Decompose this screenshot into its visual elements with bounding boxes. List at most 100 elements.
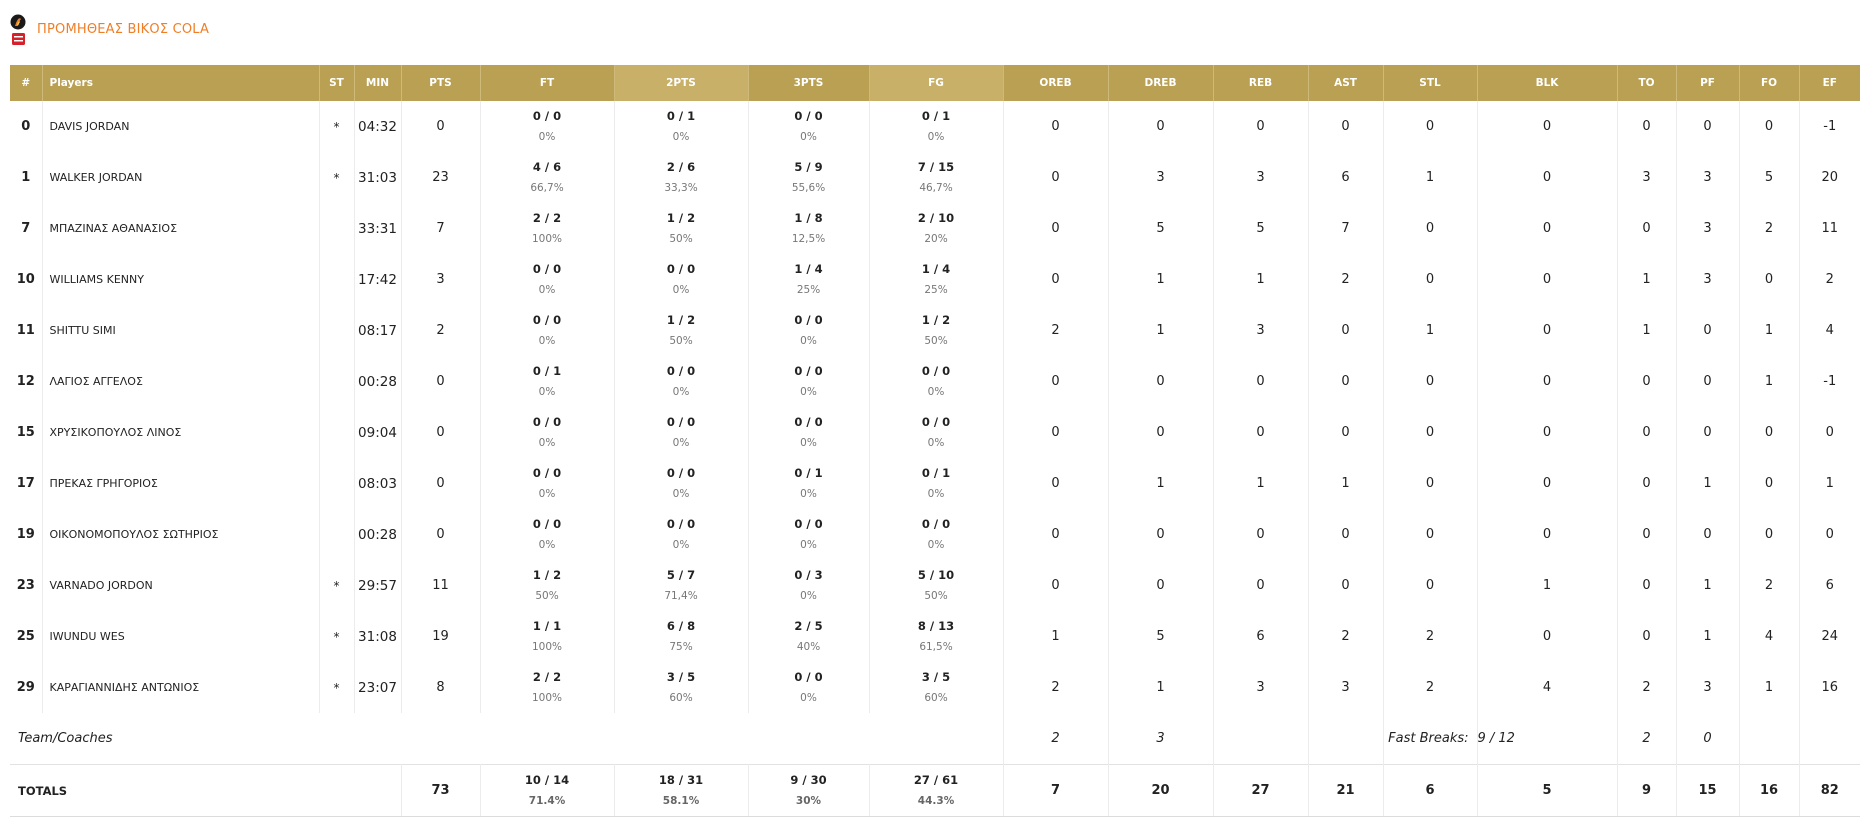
player-ef: 16 [1821, 680, 1839, 695]
player-minutes: 00:28 [354, 509, 402, 560]
table-row: 12 ΛΑΓΙΟΣ ΑΓΓΕΛΟΣ 00:28 0 0 / 1 0% 0 / 0 0% 0 / … [10, 356, 1860, 407]
player-name[interactable]: ΛΑΓΙΟΣ ΑΓΓΕΛΟΣ [42, 356, 320, 407]
player-2pts-made: 0 / 1 [666, 109, 696, 123]
player-ft: 0 / 0 0% [480, 305, 615, 356]
player-fg: 8 / 13 61,5% [869, 611, 1004, 662]
player-stl: 0 [1383, 458, 1478, 509]
player-3pts: 0 / 0 0% [748, 356, 870, 407]
player-reb: 6 [1213, 611, 1309, 662]
totals-3pts-made: 9 / 30 [790, 773, 827, 787]
starter-mark [319, 509, 355, 560]
player-blk: 0 [1477, 203, 1618, 254]
player-ast: 0 [1308, 305, 1384, 356]
player-ast: 0 [1308, 356, 1384, 407]
player-blk: 1 [1477, 560, 1618, 611]
player-name[interactable]: ΚΑΡΑΓΙΑΝΝΙΔΗΣ ΑΝΤΩΝΙΟΣ [42, 662, 320, 713]
summary-rows: Team/Coaches 2 3 Fast Breaks: 9 / 12 2 0… [10, 713, 1860, 817]
player-name[interactable]: SHITTU SIMI [42, 305, 320, 356]
player-fg: 0 / 1 0% [869, 458, 1004, 509]
player-3pts: 0 / 0 0% [748, 662, 870, 713]
player-ft: 2 / 2 100% [480, 662, 615, 713]
player-fg: 0 / 0 0% [869, 407, 1004, 458]
player-3pts-pct: 12,5% [791, 232, 826, 245]
player-reb: 0 [1213, 101, 1309, 152]
player-ft: 0 / 0 0% [480, 254, 615, 305]
player-ft-pct: 0% [538, 385, 556, 398]
player-2pts-made: 0 / 0 [666, 364, 696, 378]
player-ft-pct: 0% [538, 436, 556, 449]
player-reb: 3 [1213, 152, 1309, 203]
player-minutes: 08:03 [354, 458, 402, 509]
player-oreb: 0 [1003, 101, 1109, 152]
player-stl: 1 [1383, 305, 1478, 356]
player-name[interactable]: ΠΡΕΚΑΣ ΓΡΗΓΟΡΙΟΣ [42, 458, 320, 509]
player-name[interactable]: WALKER JORDAN [42, 152, 320, 203]
player-blk: 0 [1477, 458, 1618, 509]
player-ft: 0 / 0 0% [480, 458, 615, 509]
team-name[interactable]: ΠΡΟΜΗΘΕΑΣ ΒΙΚΟΣ COLA [37, 21, 210, 37]
player-pf: 0 [1676, 101, 1740, 152]
player-points: 0 [401, 458, 481, 509]
player-fg-made: 3 / 5 [921, 670, 951, 684]
player-ft: 4 / 6 66,7% [480, 152, 615, 203]
player-2pts-made: 0 / 0 [666, 262, 696, 276]
player-fg-made: 1 / 2 [921, 313, 951, 327]
player-name[interactable]: ΧΡΥΣΙΚΟΠΟΥΛΟΣ ΛΙΝΟΣ [42, 407, 320, 458]
player-fg: 0 / 0 0% [869, 509, 1004, 560]
player-fo: 1 [1739, 356, 1800, 407]
player-2pts: 0 / 0 0% [614, 509, 749, 560]
player-2pts-pct: 50% [669, 334, 693, 347]
player-minutes: 08:17 [354, 305, 402, 356]
player-ast: 0 [1308, 101, 1384, 152]
starter-mark [319, 407, 355, 458]
player-minutes: 31:03 [354, 152, 402, 203]
totals-3pts-pct: 30% [795, 794, 822, 807]
player-ast: 0 [1308, 407, 1384, 458]
player-ft: 0 / 0 0% [480, 101, 615, 152]
player-2pts-pct: 60% [669, 691, 693, 704]
player-number: 0 [10, 101, 43, 152]
player-ast: 7 [1308, 203, 1384, 254]
player-ft-pct: 0% [538, 334, 556, 347]
player-ft: 1 / 1 100% [480, 611, 615, 662]
player-3pts-pct: 0% [800, 538, 817, 551]
player-to: 0 [1617, 509, 1677, 560]
player-name[interactable]: WILLIAMS KENNY [42, 254, 320, 305]
player-name[interactable]: VARNADO JORDON [42, 560, 320, 611]
player-2pts: 3 / 5 60% [614, 662, 749, 713]
player-3pts-pct: 55,6% [791, 181, 826, 194]
player-2pts-made: 1 / 2 [666, 313, 696, 327]
player-blk: 0 [1477, 356, 1618, 407]
player-dreb: 0 [1108, 101, 1214, 152]
player-fg: 2 / 10 20% [869, 203, 1004, 254]
player-name[interactable]: IWUNDU WES [42, 611, 320, 662]
player-number: 1 [10, 152, 43, 203]
player-ft-made: 0 / 0 [532, 415, 562, 429]
starter-mark: * [319, 662, 355, 713]
totals-dreb: 20 [1108, 764, 1214, 817]
player-ft-pct: 66,7% [530, 181, 564, 194]
player-fo: 0 [1739, 407, 1800, 458]
player-name[interactable]: ΜΠΑΖΙΝΑΣ ΑΘΑΝΑΣΙΟΣ [42, 203, 320, 254]
player-reb: 0 [1213, 407, 1309, 458]
totals-ft-pct: 71.4% [528, 794, 566, 807]
player-fg-made: 0 / 1 [921, 466, 951, 480]
player-pf: 3 [1676, 203, 1740, 254]
player-fo: 5 [1739, 152, 1800, 203]
player-points: 3 [401, 254, 481, 305]
totals-2pts: 18 / 31 58.1% [614, 764, 749, 817]
col-header-oreb: OREB [1003, 65, 1109, 101]
player-ft-pct: 0% [538, 538, 556, 551]
player-fg: 7 / 15 46,7% [869, 152, 1004, 203]
player-blk: 0 [1477, 305, 1618, 356]
player-name[interactable]: DAVIS JORDAN [42, 101, 320, 152]
player-2pts-pct: 75% [669, 640, 693, 653]
player-2pts: 1 / 2 50% [614, 203, 749, 254]
table-row: 23 VARNADO JORDON * 29:57 11 1 / 2 50% 5 / 7 71,… [10, 560, 1860, 611]
player-blk: 0 [1477, 611, 1618, 662]
player-reb: 5 [1213, 203, 1309, 254]
player-name[interactable]: ΟΙΚΟΝΟΜΟΠΟΥΛΟΣ ΣΩΤΗΡΙΟΣ [42, 509, 320, 560]
player-ft-made: 4 / 6 [532, 160, 562, 174]
